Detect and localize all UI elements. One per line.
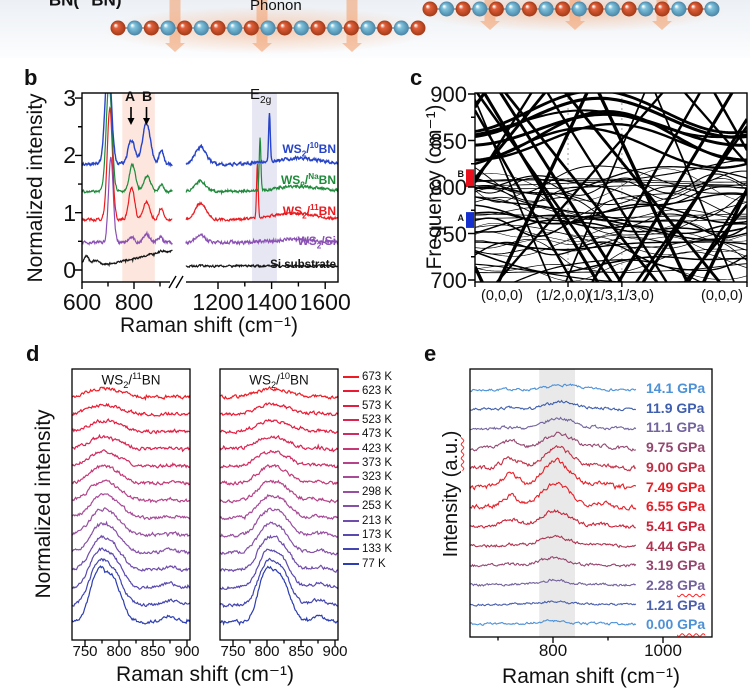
- pressure-label-4.44: 4.44 GPa: [646, 537, 706, 554]
- legend-swatch-323K: [343, 476, 359, 479]
- panel-letter-c: c: [410, 65, 423, 90]
- legend-swatch-133K: [343, 548, 359, 551]
- legend-swatch-213K: [343, 519, 359, 522]
- panel-d2-xtick-750: 750: [220, 643, 246, 660]
- pressure-label-6.55: 6.55 GPa: [646, 498, 706, 515]
- legend-swatch-373K: [343, 462, 359, 465]
- phonon-label: Phonon: [250, 0, 302, 14]
- legend-swatch-673K: [343, 376, 359, 378]
- panel-e-xtick-1000: 1000: [644, 641, 682, 660]
- panel-d1-xtick-750: 750: [72, 643, 98, 660]
- panel-d2-title: WS2/10BN: [249, 371, 309, 391]
- legend-label-423K: 423 K: [362, 442, 393, 455]
- legend-label-623K: 623 K: [362, 385, 393, 398]
- panel-letter-d: d: [26, 341, 40, 366]
- legend-swatch-253K: [343, 505, 359, 508]
- panel-b-xtick-600: 600: [62, 289, 102, 315]
- pressure-label-11.9: 11.9 GPa: [646, 399, 705, 416]
- panel-b-ytick-0: 0: [63, 257, 76, 283]
- panel-b-xlabel: Raman shift (cm⁻¹): [120, 314, 298, 337]
- legend-label-173K: 173 K: [362, 528, 393, 541]
- panel-d1-xtick-800: 800: [106, 643, 132, 660]
- panel-e-ylabel: Intensity (a.u.): [439, 430, 462, 558]
- panel-d1-xtick-850: 850: [140, 643, 166, 660]
- legend-label-298K: 298 K: [362, 485, 393, 498]
- schematic-isotope-label: 10BN(11BN): [36, 0, 122, 10]
- panel-b-series-label-1: WS2/NaBN: [280, 172, 336, 190]
- panel-d2-xtick-900: 900: [322, 643, 348, 660]
- pressure-label-2.28: 2.28 GPa: [646, 577, 706, 593]
- panel-b-annotation-B: B: [141, 88, 153, 104]
- legend-label-323K: 323 K: [362, 471, 393, 484]
- panel-b-series-label-2: WS2/11BN: [282, 203, 336, 221]
- panel-c-kpath-label-2: (1/3,1/3,0): [587, 288, 655, 304]
- pressure-label-1.21: 1.21 GPa: [646, 596, 706, 613]
- panel-letter-b: b: [24, 65, 38, 90]
- panel-b-ytick-2: 2: [63, 142, 76, 169]
- panel-e-xlabel: Raman shift (cm⁻¹): [502, 665, 680, 688]
- panel-d-xlabel: Raman shift (cm⁻¹): [116, 663, 294, 686]
- panel-c-ytick-750: 750: [430, 221, 467, 247]
- pressure-label-11.1: 11.1 GPa: [646, 419, 705, 436]
- panel-c-kpath-label-0: (0,0,0): [481, 288, 523, 304]
- panel-b-ytick-1: 1: [63, 199, 76, 226]
- legend-swatch-423K: [343, 447, 359, 450]
- panel-c-ytick-900: 900: [430, 82, 467, 107]
- panel-d2-xtick-850: 850: [288, 643, 314, 660]
- legend-label-77K: 77 K: [362, 557, 386, 570]
- panel-c-marker-label-A: A: [457, 213, 465, 223]
- legend-label-473K: 473 K: [362, 428, 393, 441]
- panel-c-kpath-label-1: (1/2,0,0): [536, 288, 590, 304]
- panel-d-ylabel: Normalized intensity: [32, 409, 56, 599]
- panel-b-annotation-A: A: [124, 88, 136, 104]
- panel-d2-xtick-800: 800: [254, 643, 280, 660]
- legend-label-573K: 573 K: [362, 399, 393, 412]
- panel-b-xtick-800: 800: [114, 289, 154, 315]
- panel-b-series-label-0: WS2/10BN: [282, 141, 336, 159]
- panel-b-ylabel: Normalized intensity: [24, 93, 48, 283]
- panel-e-xtick-800: 800: [538, 641, 568, 660]
- panel-b-xtick-1600: 1600: [299, 289, 351, 315]
- panel-b-ytick-3: 3: [63, 85, 76, 112]
- legend-swatch-298K: [343, 490, 359, 493]
- panel-b-annotation-E2g: E2g: [250, 86, 272, 106]
- legend-label-373K: 373 K: [362, 457, 393, 470]
- pressure-label-3.19: 3.19 GPa: [646, 557, 706, 574]
- pressure-label-0.00: 0.00 GPa: [646, 616, 706, 633]
- pressure-label-9.75: 9.75 GPa: [646, 439, 706, 456]
- panel-d1-title: WS2/11BN: [101, 371, 161, 391]
- legend-label-673K: 673 K: [362, 371, 393, 383]
- pressure-label-5.41: 5.41 GPa: [646, 517, 706, 534]
- legend-swatch-623K: [343, 390, 359, 393]
- pressure-label-9.00: 9.00 GPa: [646, 458, 706, 475]
- legend-swatch-523K: [343, 419, 359, 422]
- panel-b-series-label-4: Si substrate: [270, 259, 336, 271]
- legend-label-213K: 213 K: [362, 514, 393, 527]
- panel-c-ytick-800: 800: [430, 175, 467, 200]
- legend-label-133K: 133 K: [362, 543, 393, 556]
- legend-label-253K: 253 K: [362, 500, 393, 513]
- legend-swatch-473K: [343, 433, 359, 436]
- legend-label-523K: 523 K: [362, 414, 393, 427]
- legend-swatch-77K: [343, 562, 359, 565]
- panel-c-ytick-700: 700: [430, 268, 467, 293]
- pressure-label-7.49: 7.49 GPa: [646, 478, 706, 495]
- panel-c-ytick-850: 850: [430, 128, 467, 154]
- pressure-label-14.1: 14.1 GPa: [646, 380, 706, 396]
- panel-b-xtick-1200: 1200: [192, 289, 244, 315]
- panel-b-series-label-3: WS2/Si: [297, 234, 336, 251]
- panel-c-marker-label-B: B: [457, 169, 465, 179]
- legend-swatch-173K: [343, 533, 359, 536]
- panel-letter-e: e: [424, 341, 437, 366]
- panel-c-kpath-label-3: (0,0,0): [701, 288, 743, 304]
- panel-d1-xtick-900: 900: [174, 643, 200, 660]
- legend-swatch-573K: [343, 404, 359, 407]
- panel-b-xtick-1400: 1400: [246, 289, 298, 315]
